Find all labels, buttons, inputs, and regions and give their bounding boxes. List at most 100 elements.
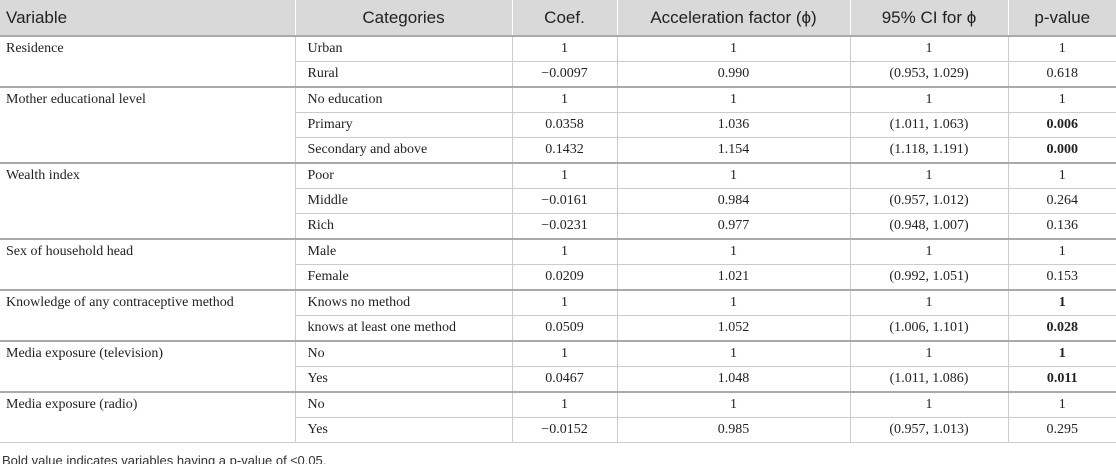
table-row: Residence Urban 1 1 1 1 <box>0 35 1116 88</box>
header-cell: Coef. <box>511 0 617 37</box>
af-cell: 0.984 <box>616 188 851 214</box>
table-row: Yes −0.0152 0.985 (0.957, 1.013) 0.295 <box>0 417 1116 443</box>
p-cell: 0.295 <box>1007 417 1116 443</box>
ci-cell: (1.011, 1.063) <box>849 112 1009 138</box>
af-cell: 1.048 <box>616 366 851 393</box>
table-row: Knowledge of any contraceptive method Kno… <box>0 289 1116 342</box>
category-cell: Secondary and above <box>294 137 513 164</box>
ci-cell: (1.006, 1.101) <box>849 315 1009 342</box>
coef-cell: 0.0467 <box>511 366 618 393</box>
table-row: Primary 0.0358 1.036 (1.011, 1.063) 0.006 <box>0 112 1116 138</box>
variable-cell: Residence <box>0 35 296 88</box>
af-cell: 1.036 <box>616 112 851 138</box>
category-cell: Yes <box>294 417 513 443</box>
table-row: Media exposure (television) No 1 1 1 1 <box>0 340 1116 393</box>
table-row: Media exposure (radio) No 1 1 1 1 <box>0 391 1116 443</box>
af-cell: 0.985 <box>616 417 851 443</box>
af-cell: 1 <box>616 35 851 62</box>
af-cell: 1 <box>616 86 851 113</box>
ci-cell: (0.992, 1.051) <box>849 264 1009 291</box>
coef-cell: 0.0358 <box>511 112 618 138</box>
category-cell: Primary <box>294 112 513 138</box>
ci-cell: 1 <box>849 340 1009 367</box>
ci-cell: (0.948, 1.007) <box>849 213 1009 240</box>
category-cell: Rural <box>294 61 513 88</box>
table-row: Female 0.0209 1.021 (0.992, 1.051) 0.153 <box>0 264 1116 291</box>
header-cell: Categories <box>294 0 512 37</box>
coef-cell: −0.0231 <box>511 213 618 240</box>
category-cell: Urban <box>294 35 513 62</box>
p-cell: 0.000 <box>1007 137 1116 164</box>
p-cell: 1 <box>1007 86 1116 113</box>
category-cell: No education <box>294 86 513 113</box>
variable-cell: Mother educational level <box>0 86 296 164</box>
header-cell: Acceleration factor (ϕ) <box>616 0 850 37</box>
category-cell: knows at least one method <box>294 315 513 342</box>
table-row: knows at least one method 0.0509 1.052 (1.0… <box>0 315 1116 342</box>
variable-cell: Media exposure (radio) <box>0 391 296 443</box>
variable-cell: Wealth index <box>0 162 296 240</box>
p-cell: 1 <box>1007 340 1116 367</box>
header-row: Variable Categories Coef. Acceleration fact… <box>0 0 1116 37</box>
footnote: Bold value indicates variables having a … <box>2 453 327 464</box>
table-row: Rural −0.0097 0.990 (0.953, 1.029) 0.618 <box>0 61 1116 88</box>
coef-cell: −0.0097 <box>511 61 618 88</box>
table-row: Sex of household head Male 1 1 1 1 <box>0 238 1116 291</box>
coef-cell: 1 <box>511 162 618 189</box>
coef-cell: 0.0209 <box>511 264 618 291</box>
af-cell: 1 <box>616 391 851 418</box>
p-cell: 0.011 <box>1007 366 1116 393</box>
ci-cell: 1 <box>849 162 1009 189</box>
category-cell: Middle <box>294 188 513 214</box>
coef-cell: 0.0509 <box>511 315 618 342</box>
p-cell: 0.028 <box>1007 315 1116 342</box>
af-cell: 1 <box>616 238 851 265</box>
coef-cell: 1 <box>511 340 618 367</box>
p-cell: 1 <box>1007 162 1116 189</box>
category-cell: Poor <box>294 162 513 189</box>
header-cell: p-value <box>1007 0 1116 37</box>
coef-cell: 1 <box>511 35 618 62</box>
coef-cell: −0.0152 <box>511 417 618 443</box>
p-cell: 0.618 <box>1007 61 1116 88</box>
ci-cell: (1.118, 1.191) <box>849 137 1009 164</box>
p-cell: 0.264 <box>1007 188 1116 214</box>
category-cell: Knows no method <box>294 289 513 316</box>
p-cell: 0.006 <box>1007 112 1116 138</box>
ci-cell: (0.957, 1.012) <box>849 188 1009 214</box>
coef-cell: 1 <box>511 289 618 316</box>
p-cell: 0.136 <box>1007 213 1116 240</box>
p-cell: 1 <box>1007 391 1116 418</box>
header-cell: Variable <box>0 0 295 37</box>
category-cell: Yes <box>294 366 513 393</box>
coef-cell: 1 <box>511 86 618 113</box>
ci-cell: 1 <box>849 391 1009 418</box>
af-cell: 1.154 <box>616 137 851 164</box>
category-cell: No <box>294 340 513 367</box>
p-cell: 1 <box>1007 289 1116 316</box>
results-table: Variable Categories Coef. Acceleration fact… <box>0 0 1116 443</box>
coef-cell: 0.1432 <box>511 137 618 164</box>
table-row: Mother educational level No education 1 1 1 1 <box>0 86 1116 164</box>
ci-cell: 1 <box>849 289 1009 316</box>
header-cell: 95% CI for ϕ <box>849 0 1008 37</box>
table-row: Wealth index Poor 1 1 1 1 <box>0 162 1116 240</box>
variable-cell: Knowledge of any contraceptive method <box>0 289 296 342</box>
ci-cell: 1 <box>849 35 1009 62</box>
p-cell: 1 <box>1007 35 1116 62</box>
category-cell: Male <box>294 238 513 265</box>
af-cell: 1.052 <box>616 315 851 342</box>
table-body: Residence Urban 1 1 1 1 Rural −0.0097 0.990 (0.95… <box>0 35 1116 443</box>
ci-cell: 1 <box>849 238 1009 265</box>
p-cell: 0.153 <box>1007 264 1116 291</box>
coef-cell: 1 <box>511 391 618 418</box>
category-cell: No <box>294 391 513 418</box>
ci-cell: 1 <box>849 86 1009 113</box>
af-cell: 1 <box>616 340 851 367</box>
variable-cell: Media exposure (television) <box>0 340 296 393</box>
af-cell: 0.990 <box>616 61 851 88</box>
category-cell: Female <box>294 264 513 291</box>
ci-cell: (1.011, 1.086) <box>849 366 1009 393</box>
ci-cell: (0.953, 1.029) <box>849 61 1009 88</box>
af-cell: 1 <box>616 289 851 316</box>
